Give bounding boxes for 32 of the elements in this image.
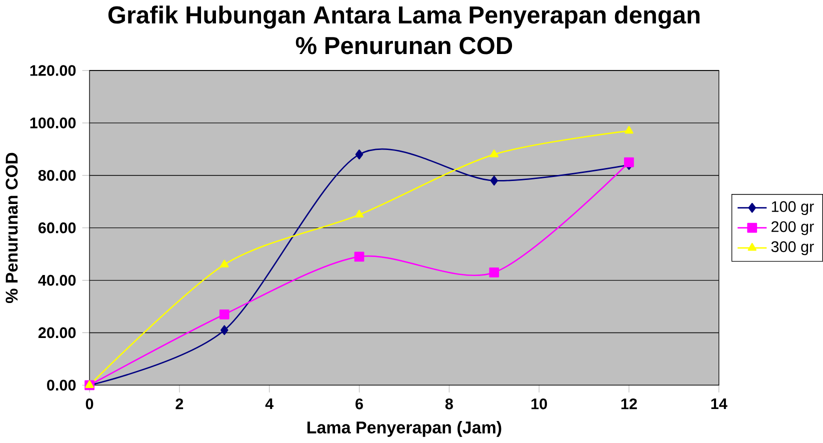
x-tick-label: 14 xyxy=(711,398,728,410)
point xyxy=(355,150,364,160)
y-axis-title: % Penurunan COD xyxy=(6,153,18,304)
y-tick-label: 80.00 xyxy=(38,170,76,182)
y-tick-label: 120.00 xyxy=(30,65,76,76)
point xyxy=(219,310,230,320)
y-tick-label: 40.00 xyxy=(38,275,76,286)
x-tick-label: 2 xyxy=(176,398,184,410)
chart-title: Grafik Hubungan Antara Lama Penyerapan dengan % Penurunan COD xyxy=(108,6,700,55)
point xyxy=(490,150,498,158)
point xyxy=(490,176,498,186)
x-axis-title: Lama Penyerapan (Jam) xyxy=(307,421,502,438)
y-tick-label: 0.00 xyxy=(47,380,76,391)
x-tick-label: 0 xyxy=(86,398,94,410)
y-tick-label: 100.00 xyxy=(30,118,76,129)
y-tick-label: 20.00 xyxy=(38,328,76,338)
x-tick-label: 12 xyxy=(621,398,637,410)
point xyxy=(220,260,229,268)
point xyxy=(489,268,500,278)
x-tick-label: 6 xyxy=(356,398,363,410)
y-tick-label: 60.00 xyxy=(38,222,76,234)
x-tick-label: 4 xyxy=(265,398,274,410)
point xyxy=(354,252,364,262)
point xyxy=(624,126,634,134)
point xyxy=(624,158,634,168)
legend-label: 100 gr xyxy=(772,201,814,216)
point xyxy=(354,210,364,218)
x-tick-label: 10 xyxy=(532,398,547,410)
legend-label: 300 gr xyxy=(771,242,814,256)
legend-label: 200 gr xyxy=(772,221,814,236)
x-tick-label: 8 xyxy=(445,398,453,410)
point xyxy=(220,325,228,336)
